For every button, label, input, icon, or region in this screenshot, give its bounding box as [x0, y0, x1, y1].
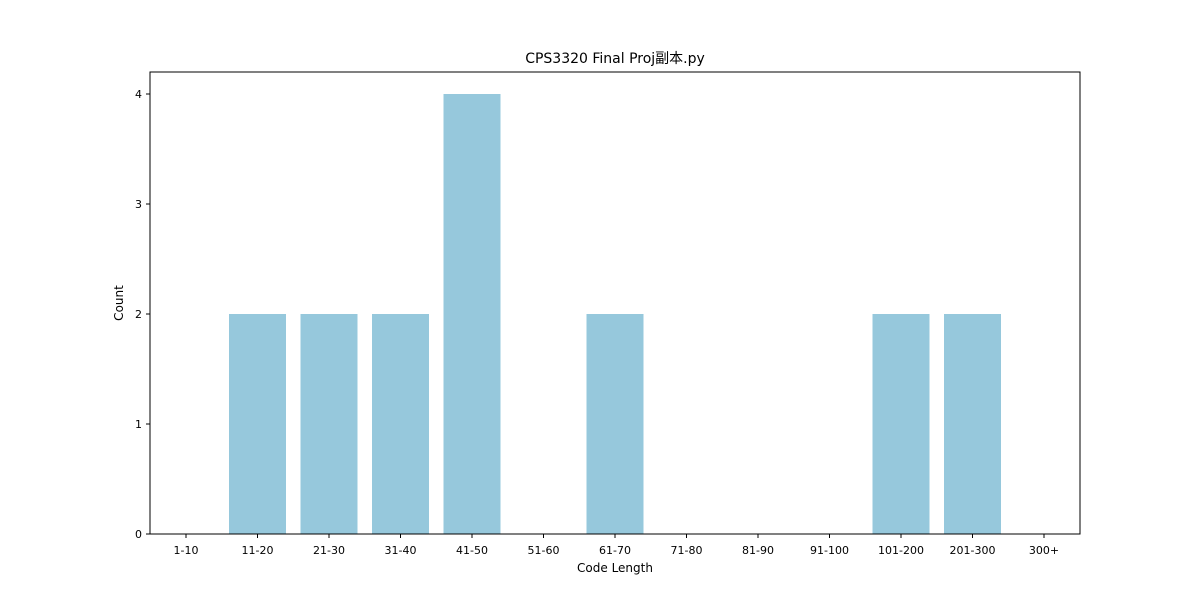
x-tick-label: 91-100	[810, 544, 849, 557]
chart-title: CPS3320 Final Proj副本.py	[525, 51, 705, 67]
x-tick-label: 11-20	[242, 544, 274, 557]
x-tick-label: 61-70	[599, 544, 631, 557]
bar-11-20	[229, 314, 286, 534]
x-tick-label: 201-300	[950, 544, 996, 557]
x-tick-label: 300+	[1029, 544, 1059, 557]
x-tick-label: 81-90	[742, 544, 774, 557]
x-tick-label: 101-200	[878, 544, 924, 557]
x-tick-label: 31-40	[385, 544, 417, 557]
y-tick-label: 3	[135, 198, 142, 211]
bars-group	[229, 94, 1001, 534]
bar-21-30	[301, 314, 358, 534]
y-tick-label: 1	[135, 418, 142, 431]
y-tick-label: 4	[135, 88, 142, 101]
bar-201-300	[944, 314, 1001, 534]
x-axis-label: Code Length	[577, 561, 653, 575]
y-tick-label: 0	[135, 528, 142, 541]
bar-41-50	[444, 94, 501, 534]
bar-31-40	[372, 314, 429, 534]
x-tick-label: 1-10	[174, 544, 199, 557]
x-tick-label: 21-30	[313, 544, 345, 557]
bar-101-200	[873, 314, 930, 534]
x-tick-label: 51-60	[528, 544, 560, 557]
y-axis-label: Count	[112, 285, 126, 321]
y-tick-label: 2	[135, 308, 142, 321]
y-axis-ticks: 0 1 2 3 4	[135, 88, 150, 541]
x-axis-ticks: 1-10 11-20 21-30 31-40 41-50 51-60 61-70 71-80 8…	[174, 534, 1060, 557]
x-tick-label: 71-80	[671, 544, 703, 557]
x-tick-label: 41-50	[456, 544, 488, 557]
bar-61-70	[587, 314, 644, 534]
